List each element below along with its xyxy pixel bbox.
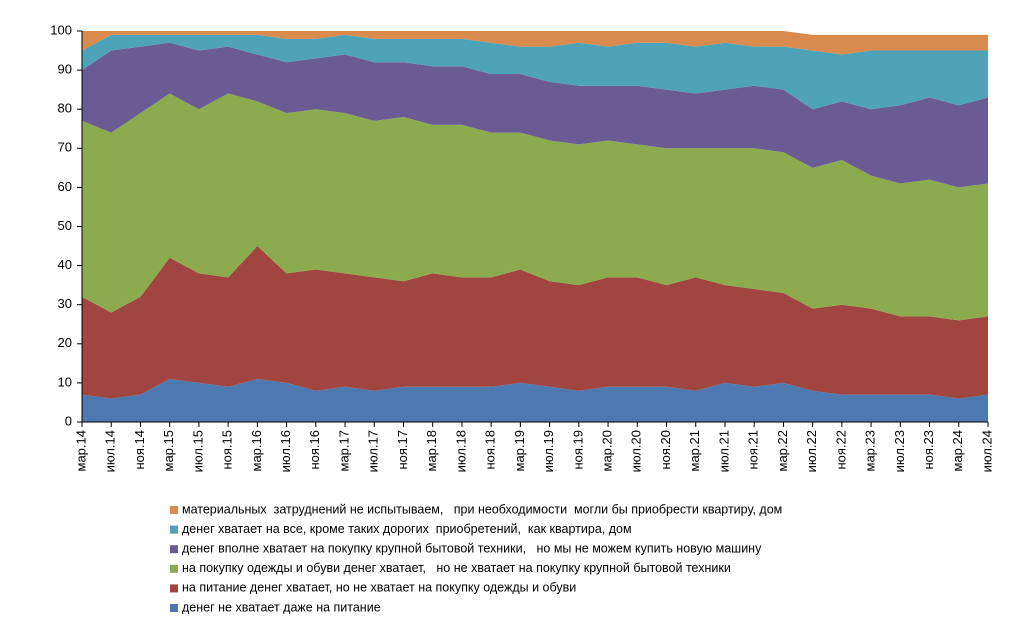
x-tick-label: июл.18 bbox=[453, 430, 468, 472]
x-tick-label: июл.20 bbox=[629, 430, 644, 472]
y-tick-label: 30 bbox=[58, 296, 72, 311]
x-tick-label: июл.19 bbox=[541, 430, 556, 472]
legend-label: материальных затруднений не испытываем, … bbox=[182, 502, 782, 516]
legend-label: на питание денег хватает, но не хватает … bbox=[182, 581, 576, 595]
x-tick-label: июл.14 bbox=[103, 430, 118, 472]
x-tick-label: ноя.15 bbox=[220, 430, 235, 470]
area bbox=[82, 246, 988, 399]
x-tick-label: июл.17 bbox=[366, 430, 381, 472]
y-tick-label: 90 bbox=[58, 62, 72, 77]
x-tick-label: ноя.16 bbox=[307, 430, 322, 470]
legend-label: денег не хватает даже на питание bbox=[182, 600, 381, 614]
x-tick-label: мар.24 bbox=[950, 430, 965, 471]
x-tick-label: мар.19 bbox=[512, 430, 527, 471]
x-tick-label: июл.21 bbox=[716, 430, 731, 472]
y-tick-label: 80 bbox=[58, 101, 72, 116]
legend-swatch bbox=[170, 525, 178, 534]
x-tick-label: ноя.17 bbox=[395, 430, 410, 470]
legend-swatch bbox=[170, 545, 178, 554]
x-tick-label: ноя.23 bbox=[921, 430, 936, 470]
legend-swatch bbox=[170, 506, 178, 514]
area bbox=[82, 42, 988, 188]
x-tick-label: ноя.20 bbox=[658, 430, 673, 470]
x-tick-label: ноя.18 bbox=[483, 430, 498, 470]
area bbox=[82, 378, 988, 422]
area bbox=[82, 31, 988, 55]
y-tick-label: 60 bbox=[58, 179, 72, 194]
x-tick-label: июл.24 bbox=[979, 430, 994, 472]
y-tick-label: 100 bbox=[50, 22, 72, 37]
legend-label: денег хватает на все, кроме таких дороги… bbox=[182, 522, 632, 536]
y-tick-label: 50 bbox=[58, 218, 72, 233]
legend-swatch bbox=[170, 564, 178, 573]
x-tick-label: мар.23 bbox=[863, 430, 878, 471]
x-tick-label: мар.17 bbox=[336, 430, 351, 471]
area bbox=[82, 34, 988, 110]
x-tick-label: ноя.21 bbox=[746, 430, 761, 470]
legend-swatch bbox=[170, 584, 178, 593]
x-tick-label: июл.23 bbox=[892, 430, 907, 472]
x-tick-label: июл.22 bbox=[804, 430, 819, 472]
area bbox=[82, 93, 988, 321]
x-tick-label: ноя.14 bbox=[132, 430, 147, 470]
x-tick-label: мар.15 bbox=[161, 430, 176, 471]
x-tick-label: мар.21 bbox=[687, 430, 702, 471]
legend-label: денег вполне хватает на покупку крупной … bbox=[182, 541, 762, 555]
y-tick-label: 20 bbox=[58, 335, 72, 350]
x-tick-label: июл.15 bbox=[190, 430, 205, 472]
x-tick-label: ноя.19 bbox=[570, 430, 585, 470]
legend-swatch bbox=[170, 604, 178, 612]
x-tick-label: мар.16 bbox=[249, 430, 264, 471]
x-tick-label: ноя.22 bbox=[833, 430, 848, 470]
y-tick-label: 70 bbox=[58, 140, 72, 155]
x-tick-label: мар.22 bbox=[775, 430, 790, 471]
x-tick-label: мар.18 bbox=[424, 430, 439, 471]
x-tick-label: мар.14 bbox=[73, 430, 88, 471]
legend-label: на покупку одежды и обуви денег хватает,… bbox=[182, 561, 731, 575]
x-tick-label: мар.20 bbox=[600, 430, 615, 471]
x-tick-label: июл.16 bbox=[278, 430, 293, 472]
y-tick-label: 40 bbox=[58, 257, 72, 272]
y-tick-label: 0 bbox=[65, 413, 72, 428]
y-tick-label: 10 bbox=[58, 374, 72, 389]
